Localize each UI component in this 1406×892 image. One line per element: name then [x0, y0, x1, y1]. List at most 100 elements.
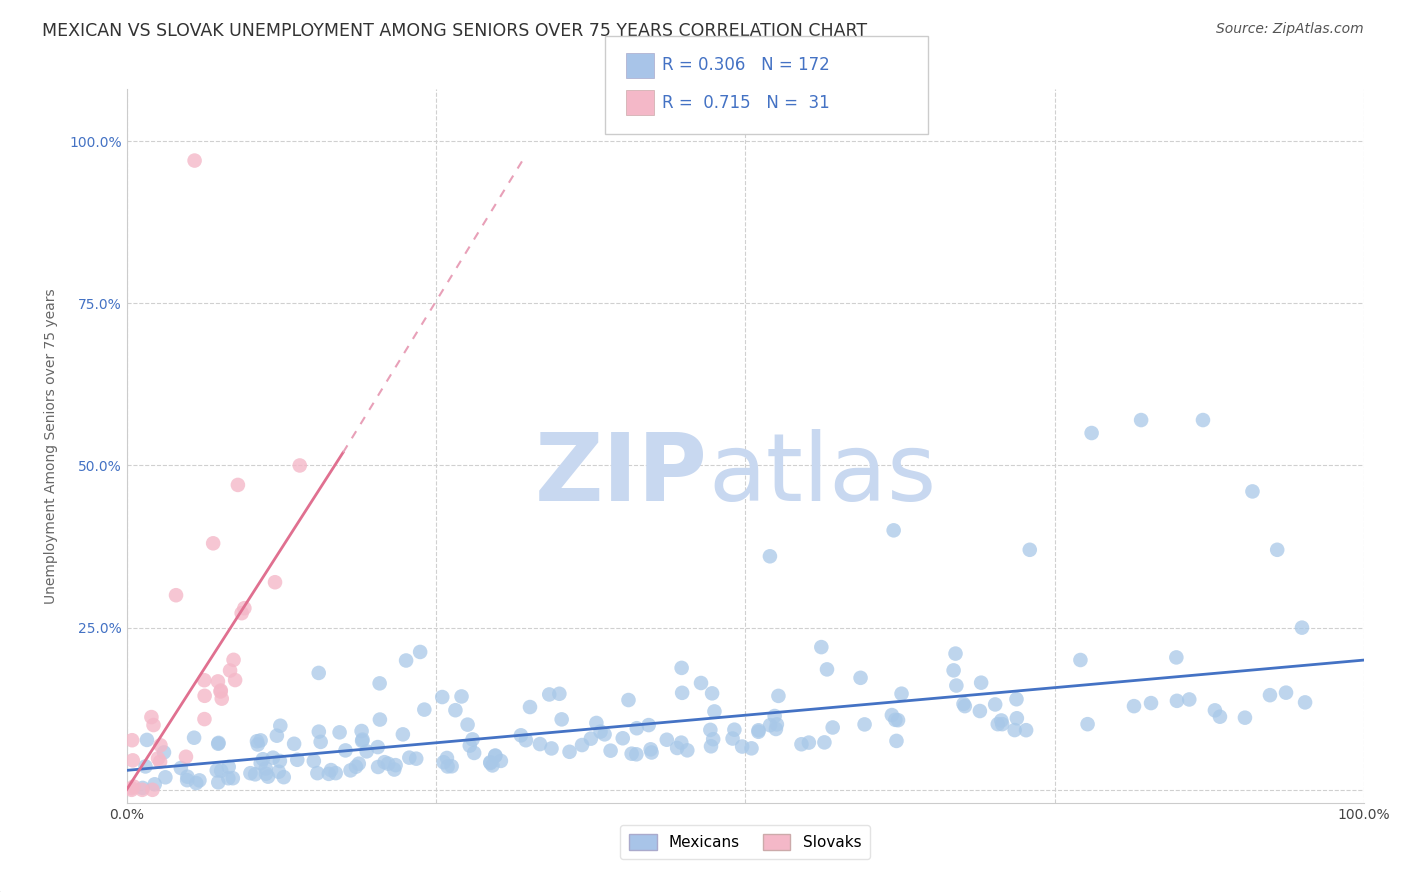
Point: [655, 732, 678, 747]
Point: [174, 749, 197, 764]
Point: [1258, 688, 1281, 702]
Point: [440, 759, 463, 773]
Point: [308, 665, 330, 680]
Point: [382, 763, 405, 777]
Point: [207, 737, 229, 751]
Point: [222, 653, 245, 667]
Text: R = 0.306   N = 172: R = 0.306 N = 172: [662, 56, 830, 74]
Point: [797, 736, 820, 750]
Point: [395, 653, 418, 667]
Point: [883, 524, 905, 538]
Point: [703, 705, 725, 719]
Point: [880, 708, 903, 723]
Point: [302, 754, 325, 768]
Point: [969, 704, 991, 718]
Point: [538, 688, 561, 702]
Point: [319, 763, 342, 777]
Point: [352, 732, 374, 747]
Point: [759, 718, 782, 732]
Point: [1233, 711, 1256, 725]
Point: [458, 739, 481, 753]
Point: [252, 752, 274, 766]
Point: [540, 741, 562, 756]
Point: [146, 751, 169, 765]
Point: [790, 737, 813, 751]
Point: [436, 759, 458, 773]
Point: [257, 770, 280, 784]
Point: [262, 750, 284, 764]
Point: [690, 676, 713, 690]
Point: [329, 725, 352, 739]
Point: [131, 780, 153, 795]
Point: [405, 752, 427, 766]
Point: [209, 684, 232, 698]
Point: [666, 741, 689, 756]
Point: [436, 751, 458, 765]
Point: [356, 744, 378, 758]
Point: [765, 722, 787, 736]
Point: [384, 758, 406, 772]
Point: [176, 770, 198, 784]
Point: [136, 733, 159, 747]
Point: [626, 747, 648, 762]
Point: [339, 764, 361, 778]
Point: [170, 761, 193, 775]
Point: [612, 731, 634, 746]
Point: [121, 781, 143, 796]
Point: [149, 755, 172, 769]
Point: [479, 756, 502, 770]
Text: atlas: atlas: [709, 428, 936, 521]
Point: [226, 478, 249, 492]
Point: [142, 718, 165, 732]
Point: [489, 754, 512, 768]
Point: [392, 727, 415, 741]
Point: [457, 717, 479, 731]
Point: [194, 689, 217, 703]
Point: [676, 743, 699, 757]
Point: [984, 698, 1007, 712]
Point: [748, 723, 770, 738]
Point: [721, 731, 744, 746]
Point: [479, 756, 502, 770]
Point: [433, 756, 456, 770]
Point: [409, 645, 432, 659]
Point: [699, 723, 721, 737]
Point: [193, 673, 215, 688]
Point: [515, 733, 537, 747]
Point: [1192, 413, 1215, 427]
Point: [249, 733, 271, 747]
Point: [640, 742, 662, 756]
Point: [149, 739, 172, 753]
Point: [368, 713, 391, 727]
Point: [810, 640, 832, 654]
Point: [1166, 650, 1188, 665]
Point: [1018, 542, 1040, 557]
Point: [987, 717, 1010, 731]
Point: [849, 671, 872, 685]
Point: [1069, 653, 1091, 667]
Point: [1130, 413, 1153, 427]
Point: [1209, 709, 1232, 723]
Point: [626, 721, 648, 735]
Point: [243, 767, 266, 781]
Point: [599, 744, 621, 758]
Point: [450, 690, 472, 704]
Point: [307, 766, 329, 780]
Point: [224, 673, 246, 687]
Point: [1140, 696, 1163, 710]
Point: [193, 712, 215, 726]
Point: [231, 606, 253, 620]
Point: [183, 731, 205, 745]
Point: [254, 762, 277, 776]
Point: [700, 739, 723, 754]
Point: [550, 712, 572, 726]
Point: [1080, 425, 1102, 440]
Point: [207, 775, 229, 789]
Point: [766, 717, 789, 731]
Point: [367, 760, 389, 774]
Point: [886, 734, 908, 748]
Point: [463, 746, 485, 760]
Point: [640, 746, 662, 760]
Point: [700, 686, 723, 700]
Point: [1123, 699, 1146, 714]
